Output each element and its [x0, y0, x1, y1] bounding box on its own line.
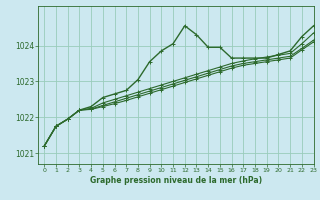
X-axis label: Graphe pression niveau de la mer (hPa): Graphe pression niveau de la mer (hPa)	[90, 176, 262, 185]
